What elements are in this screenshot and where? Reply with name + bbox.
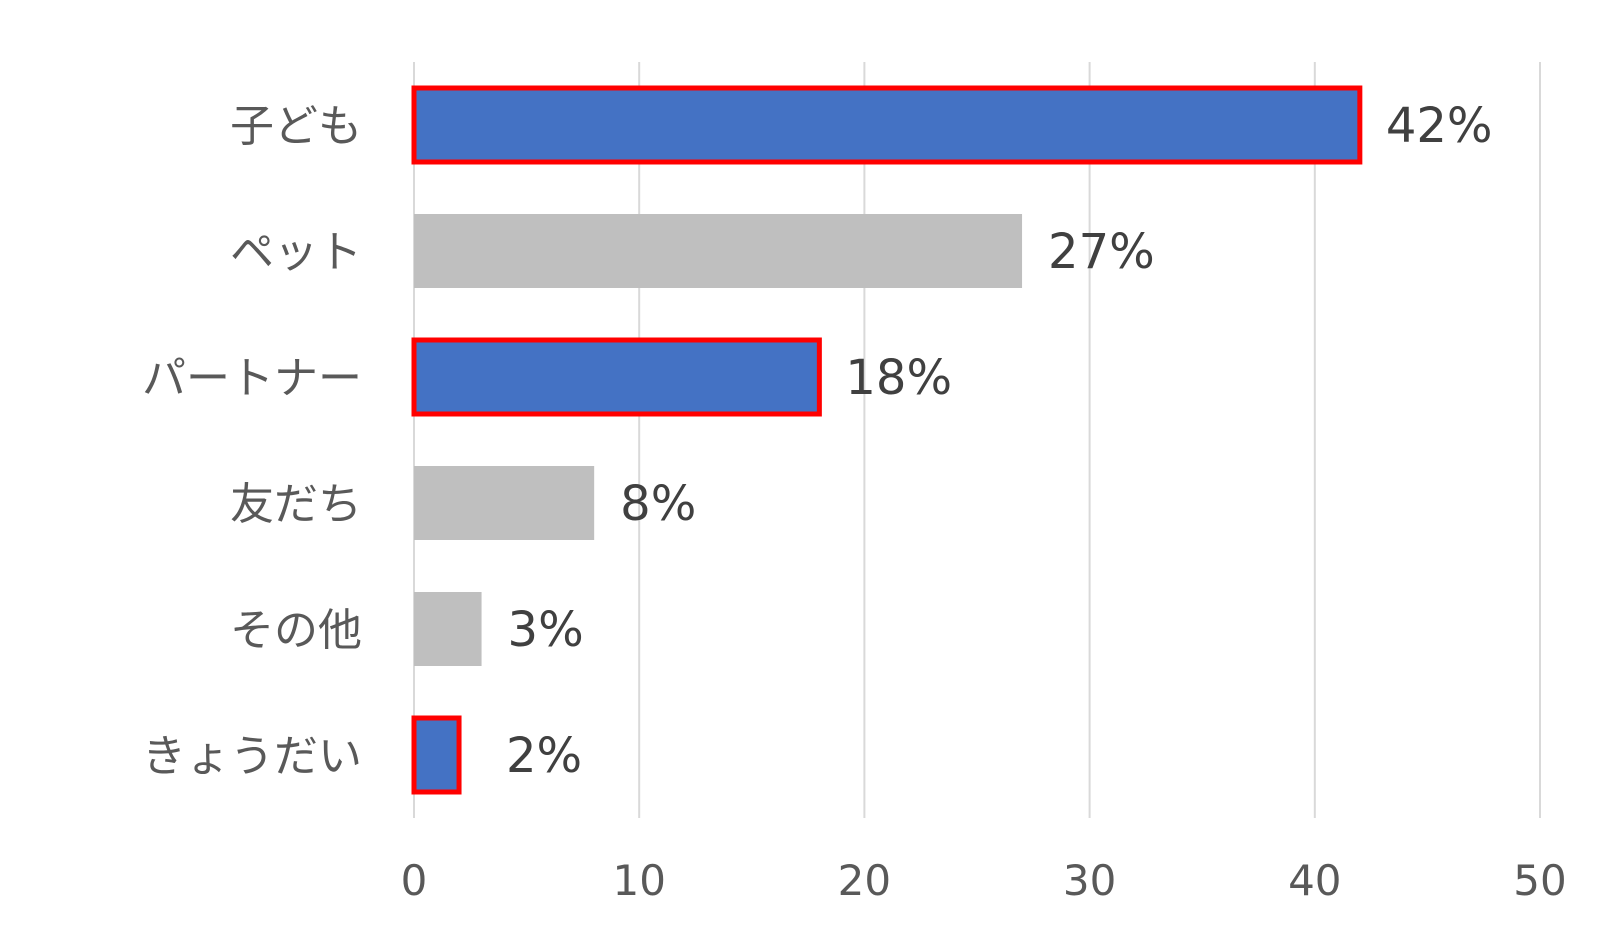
value-label: 18% bbox=[845, 350, 952, 406]
x-tick-label: 40 bbox=[1288, 856, 1341, 905]
x-tick-label: 0 bbox=[401, 856, 428, 905]
bar bbox=[411, 85, 1363, 165]
bar bbox=[411, 337, 822, 417]
bar bbox=[414, 214, 1023, 288]
value-label: 27% bbox=[1048, 224, 1155, 280]
category-label: きょうだい bbox=[142, 731, 362, 782]
value-label: 2% bbox=[506, 728, 582, 784]
value-label: 8% bbox=[620, 476, 696, 532]
category-label: ペット bbox=[230, 227, 362, 278]
bar bbox=[414, 592, 482, 666]
value-labels: 42% 27% 18% 8% 3% 2% bbox=[506, 98, 1493, 784]
category-label: パートナー bbox=[142, 353, 362, 404]
category-label: 友だち bbox=[230, 479, 362, 530]
x-tick-label: 50 bbox=[1513, 856, 1566, 905]
value-label: 42% bbox=[1386, 98, 1493, 154]
x-tick-label: 10 bbox=[612, 856, 665, 905]
x-axis-tick-labels: 0 10 20 30 40 50 bbox=[401, 856, 1567, 905]
bar bbox=[414, 466, 595, 540]
value-label: 3% bbox=[508, 602, 584, 658]
gridlines bbox=[413, 62, 1541, 818]
x-tick-label: 20 bbox=[838, 856, 891, 905]
category-label: その他 bbox=[230, 605, 362, 656]
x-tick-label: 30 bbox=[1063, 856, 1116, 905]
bars bbox=[411, 85, 1363, 795]
bar bbox=[411, 715, 462, 795]
category-label: 子ども bbox=[230, 101, 362, 152]
